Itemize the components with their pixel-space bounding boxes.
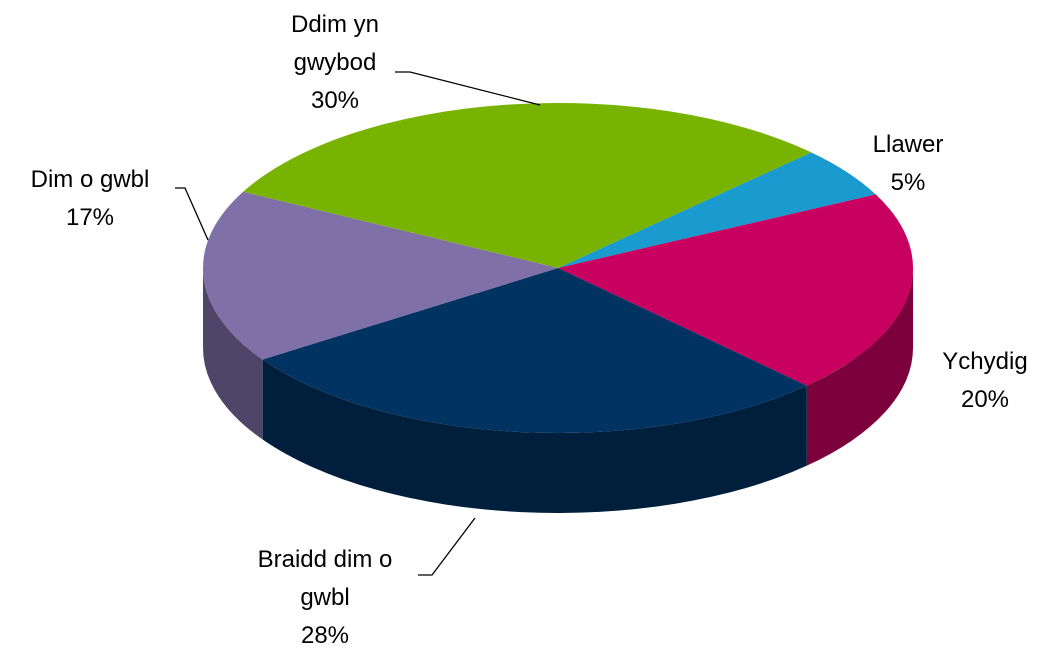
slice (243, 102, 812, 268)
slice-side (203, 268, 263, 440)
category-label: Ddim yn gwybod (290, 11, 380, 76)
category-label: Dim o gwbl (30, 166, 150, 193)
leader-line (418, 517, 476, 576)
slice-label: Dim o gwbl 17% (5, 161, 175, 237)
leader-line (395, 71, 541, 106)
category-label: Llawer (872, 131, 944, 158)
slice-side (262, 359, 807, 513)
slice (203, 191, 558, 360)
slice-side (806, 268, 913, 466)
value-label: 17% (65, 204, 115, 231)
pie-sides (203, 268, 913, 513)
value-label: 30% (310, 87, 360, 114)
slice-label: Ddim yn gwybod 30% (265, 6, 405, 120)
slice-label: Llawer 5% (838, 126, 978, 202)
category-label: Ychydig (942, 348, 1028, 375)
slice (262, 268, 807, 433)
category-label: Braidd dim o gwbl (257, 546, 393, 611)
leader-lines (175, 71, 541, 576)
slice-label: Ychydig 20% (915, 343, 1046, 419)
leader-line (175, 187, 209, 241)
slice-label: Braidd dim o gwbl 28% (240, 541, 410, 650)
slice (558, 194, 914, 386)
slice (558, 152, 876, 268)
value-label: 20% (960, 386, 1010, 413)
value-label: 28% (300, 622, 350, 649)
pie-tops (203, 102, 914, 433)
value-label: 5% (890, 169, 926, 196)
